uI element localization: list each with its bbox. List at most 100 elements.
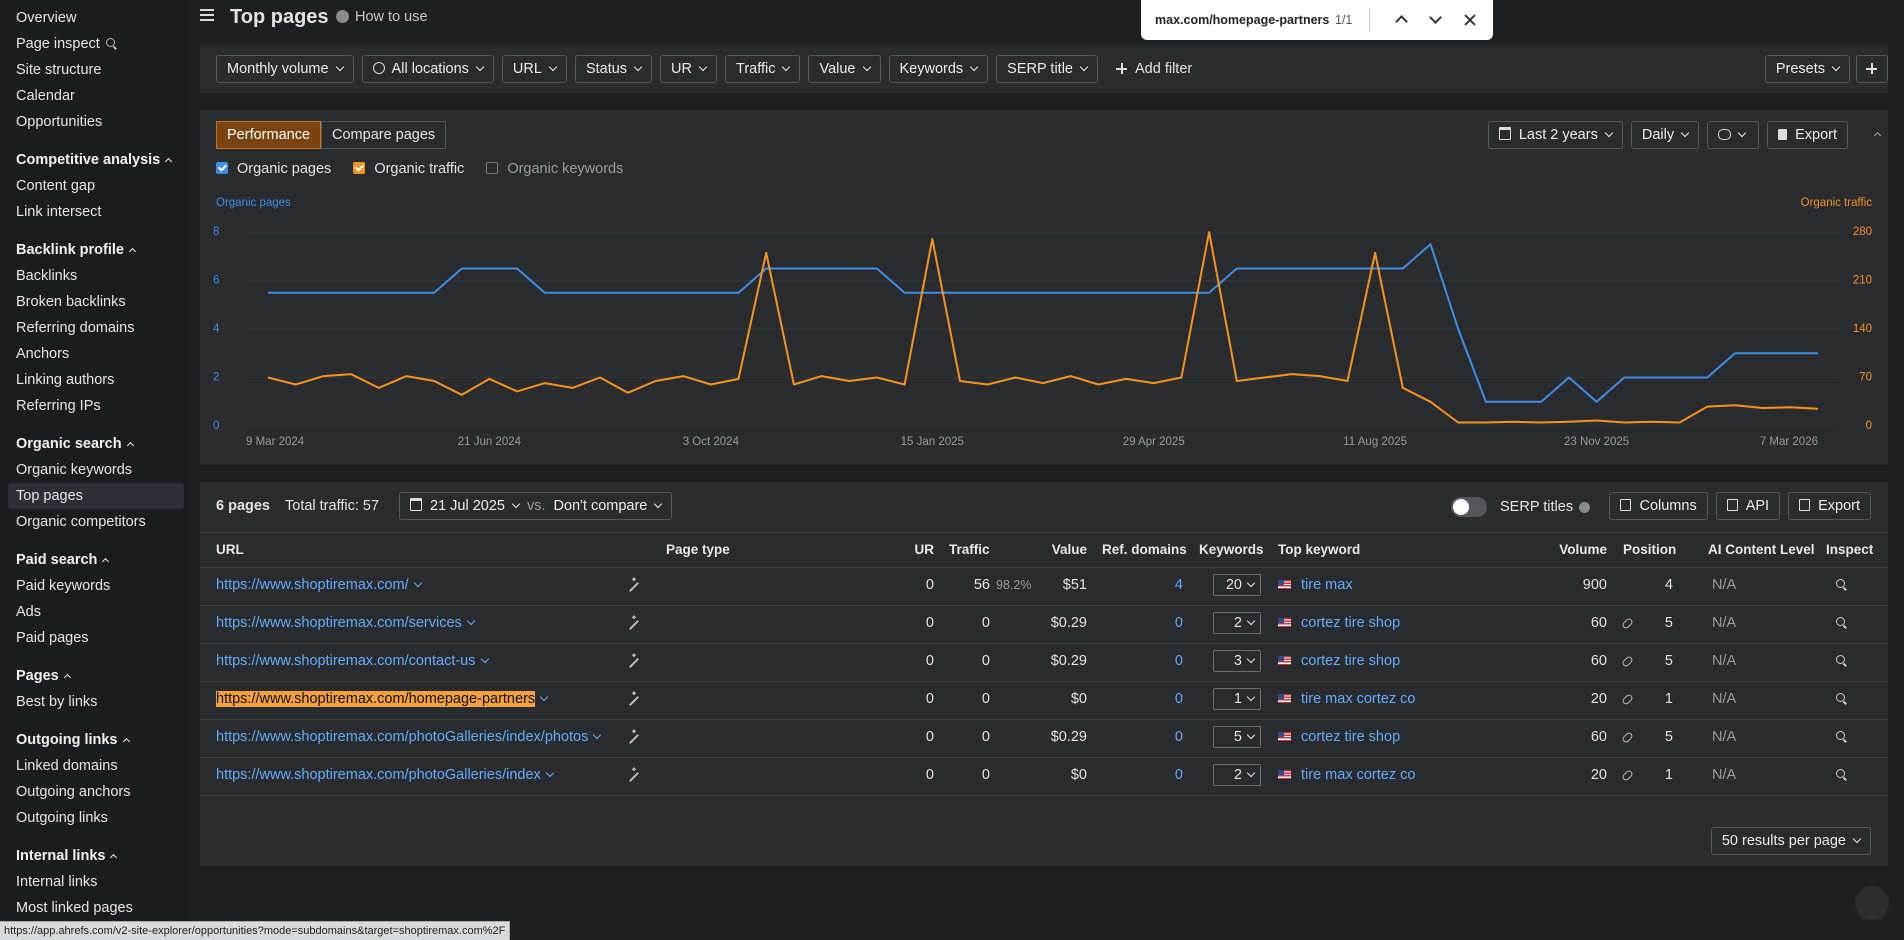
keywords-select[interactable]: 2	[1213, 764, 1261, 786]
nav-item[interactable]: Organic keywords	[16, 462, 133, 478]
nav-item[interactable]: Anchors	[16, 346, 70, 362]
nav-section[interactable]: Paid search	[16, 547, 108, 573]
page-url[interactable]: https://www.shoptiremax.com/photoGalleri…	[216, 767, 541, 783]
keywords-select[interactable]: 2	[1213, 612, 1261, 634]
inspect-button[interactable]	[1836, 655, 1845, 664]
page-url[interactable]: https://www.shoptiremax.com/services	[216, 615, 462, 631]
filter-button[interactable]: Monthly volume	[216, 55, 354, 83]
api-button[interactable]: API	[1715, 492, 1781, 520]
filter-button[interactable]: Traffic	[725, 55, 801, 83]
presets-button[interactable]: Presets	[1764, 55, 1850, 83]
column-header[interactable]: Volume	[1559, 542, 1607, 557]
inspect-button[interactable]	[1836, 617, 1845, 626]
top-keyword[interactable]: tire max cortez co	[1301, 691, 1416, 707]
metric-checkbox[interactable]: Organic pages	[216, 159, 331, 179]
nav-item[interactable]: Most linked pages	[16, 900, 133, 916]
export-button[interactable]: Export	[1767, 121, 1848, 149]
page-url[interactable]: https://www.shoptiremax.com/contact-us	[216, 653, 476, 669]
nav-item[interactable]: Linking authors	[16, 372, 115, 388]
nav-section[interactable]: Pages	[16, 663, 70, 689]
top-keyword[interactable]: cortez tire shop	[1301, 653, 1401, 669]
top-keyword[interactable]: tire max	[1301, 577, 1353, 593]
page-url[interactable]: https://www.shoptiremax.com/	[216, 577, 409, 593]
keywords-select[interactable]: 3	[1213, 650, 1261, 672]
column-header[interactable]: Inspect	[1826, 542, 1874, 557]
column-header[interactable]: Ref. domains	[1102, 542, 1187, 557]
url-menu[interactable]	[586, 729, 600, 745]
nav-item[interactable]: Page inspect	[16, 31, 115, 57]
url-menu[interactable]	[474, 653, 488, 669]
menu-button[interactable]	[200, 9, 214, 21]
nav-item[interactable]: Best by links	[16, 694, 98, 710]
collapse-button[interactable]	[1869, 127, 1880, 141]
url-menu[interactable]	[539, 767, 553, 783]
nav-item[interactable]: Backlinks	[16, 268, 78, 284]
comments-button[interactable]	[1707, 121, 1760, 149]
keywords-select[interactable]: 20	[1213, 574, 1261, 596]
nav-item[interactable]: Paid keywords	[16, 578, 111, 594]
column-header[interactable]: Top keyword	[1278, 542, 1361, 557]
add-filter[interactable]: Add filter	[1106, 55, 1202, 83]
inspect-button[interactable]	[1836, 731, 1845, 740]
nav-section[interactable]: Backlink profile	[16, 237, 135, 263]
add-preset[interactable]	[1856, 55, 1888, 83]
nav-section[interactable]: Competitive analysis	[16, 147, 171, 173]
top-keyword[interactable]: cortez tire shop	[1301, 729, 1401, 745]
url-menu[interactable]	[533, 691, 547, 707]
nav-item[interactable]: Internal links	[16, 874, 98, 890]
filter-button[interactable]: All locations	[361, 55, 494, 83]
column-header[interactable]: URL	[216, 542, 244, 557]
filter-button[interactable]: Value	[808, 55, 881, 83]
tab[interactable]: Compare pages	[321, 121, 447, 149]
find-close[interactable]	[1463, 13, 1477, 27]
nav-item[interactable]: Overview	[16, 10, 77, 26]
keywords-select[interactable]: 5	[1213, 726, 1261, 748]
nav-item[interactable]: Broken backlinks	[16, 294, 126, 310]
nav-item[interactable]: Opportunities	[16, 114, 103, 130]
nav-item[interactable]: Outgoing anchors	[16, 784, 131, 800]
column-header[interactable]: Page type	[666, 542, 730, 557]
column-header[interactable]: UR	[914, 542, 935, 557]
nav-item[interactable]: Ads	[16, 604, 41, 620]
filter-button[interactable]: UR	[660, 55, 717, 83]
tab[interactable]: Performance	[216, 121, 322, 149]
page-url[interactable]: https://www.shoptiremax.com/homepage-par…	[216, 691, 536, 707]
nav-item[interactable]: Content gap	[16, 178, 96, 194]
column-header[interactable]: AI Content Level	[1708, 542, 1815, 557]
nav-item[interactable]: Paid pages	[16, 630, 89, 646]
export-button[interactable]: Export	[1788, 492, 1871, 520]
nav-item[interactable]: Outgoing links	[16, 810, 108, 826]
nav-item[interactable]: Linked domains	[16, 758, 118, 774]
help-button[interactable]	[1855, 886, 1889, 920]
find-next[interactable]	[1429, 11, 1442, 24]
url-menu[interactable]	[407, 577, 421, 593]
nav-item[interactable]: Calendar	[16, 88, 75, 104]
column-header[interactable]: Traffic	[949, 542, 990, 557]
filter-button[interactable]: URL	[501, 55, 567, 83]
per-page-select[interactable]: 50 results per page	[1710, 827, 1871, 855]
nav-section[interactable]: Outgoing links	[16, 727, 129, 753]
range-button[interactable]: Last 2 years	[1487, 121, 1623, 149]
nav-item[interactable]: Organic competitors	[16, 514, 146, 530]
top-keyword[interactable]: tire max cortez co	[1301, 767, 1416, 783]
nav-section[interactable]: Internal links	[16, 843, 116, 869]
url-menu[interactable]	[460, 615, 474, 631]
nav-item[interactable]: Top pages	[8, 483, 184, 509]
metric-checkbox[interactable]: Organic traffic	[353, 159, 464, 179]
columns-button[interactable]: Columns	[1609, 492, 1708, 520]
nav-item[interactable]: Site structure	[16, 62, 102, 78]
column-header[interactable]: Value	[1051, 542, 1087, 557]
metric-checkbox[interactable]: Organic keywords	[486, 159, 623, 179]
serp-toggle[interactable]	[1451, 497, 1487, 517]
keywords-select[interactable]: 1	[1213, 688, 1261, 710]
inspect-button[interactable]	[1836, 579, 1845, 588]
date-selector[interactable]: 21 Jul 2025 vs. Don't compare	[399, 492, 673, 520]
inspect-button[interactable]	[1836, 693, 1845, 702]
nav-item[interactable]: Referring domains	[16, 320, 135, 336]
help-link[interactable]: How to use	[336, 8, 428, 26]
find-prev[interactable]	[1395, 15, 1408, 28]
filter-button[interactable]: Keywords	[888, 55, 989, 83]
page-url[interactable]: https://www.shoptiremax.com/photoGalleri…	[216, 729, 589, 745]
filter-button[interactable]: Status	[574, 55, 653, 83]
column-header[interactable]: Position	[1623, 542, 1677, 557]
